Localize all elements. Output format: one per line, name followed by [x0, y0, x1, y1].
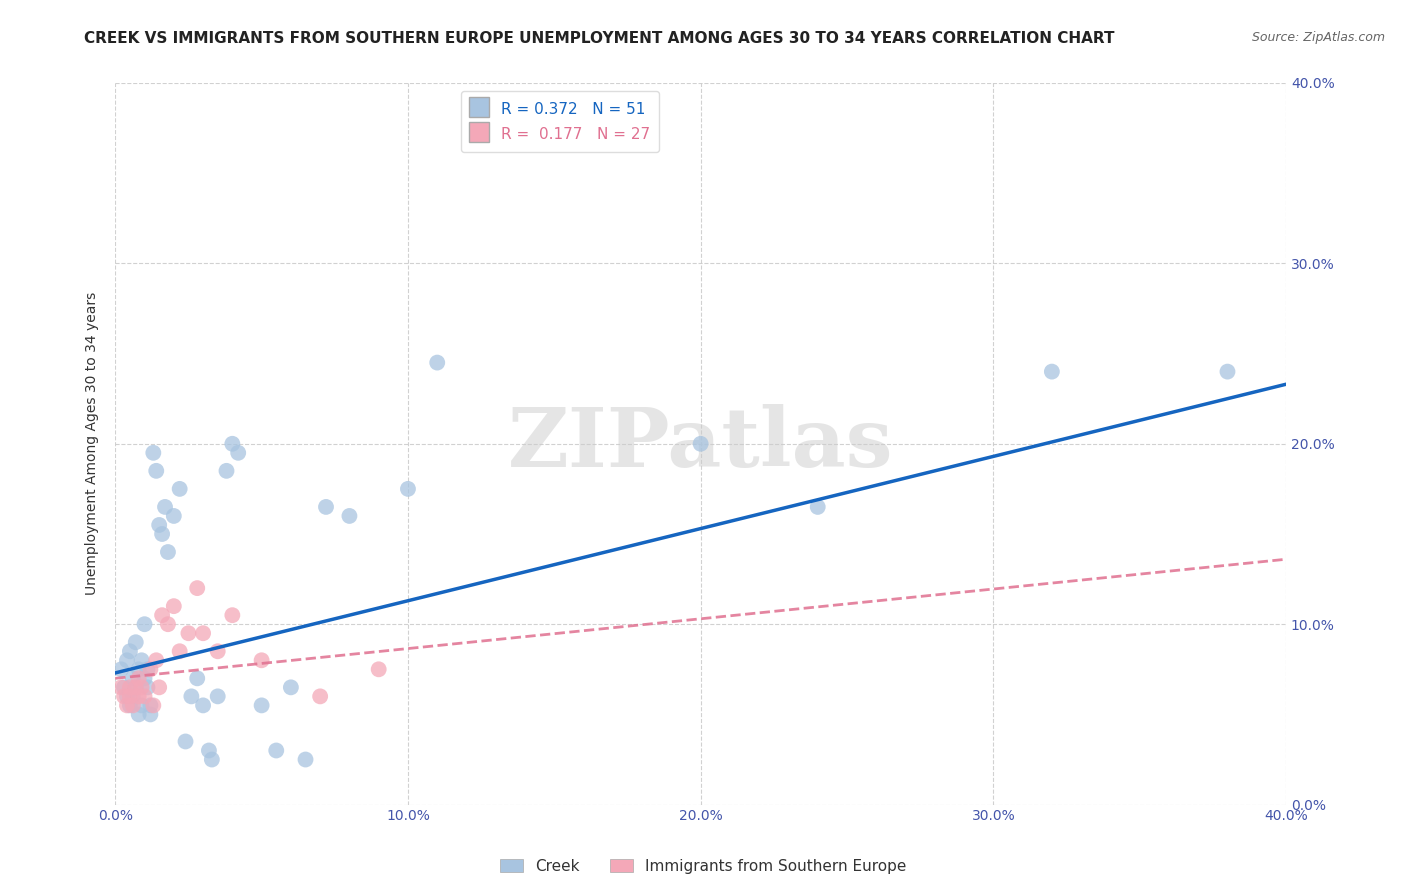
Point — [207, 644, 229, 658]
Point — [339, 508, 361, 523]
Point — [169, 644, 191, 658]
Point — [186, 671, 208, 685]
Point — [121, 671, 143, 685]
Text: CREEK VS IMMIGRANTS FROM SOUTHERN EUROPE UNEMPLOYMENT AMONG AGES 30 TO 34 YEARS : CREEK VS IMMIGRANTS FROM SOUTHERN EUROPE… — [84, 31, 1115, 46]
Point — [689, 437, 711, 451]
Point — [142, 698, 165, 713]
Point — [250, 698, 273, 713]
Point — [118, 690, 141, 704]
Point — [148, 681, 170, 695]
Text: Source: ZipAtlas.com: Source: ZipAtlas.com — [1251, 31, 1385, 45]
Point — [153, 500, 176, 514]
Point — [191, 698, 214, 713]
Y-axis label: Unemployment Among Ages 30 to 34 years: Unemployment Among Ages 30 to 34 years — [86, 293, 100, 595]
Point — [136, 662, 159, 676]
Point — [226, 446, 249, 460]
Point — [201, 752, 224, 766]
Point — [169, 482, 191, 496]
Point — [807, 500, 830, 514]
Point — [191, 626, 214, 640]
Point — [131, 698, 153, 713]
Point — [115, 698, 138, 713]
Point — [426, 355, 449, 369]
Point — [134, 617, 156, 632]
Point — [134, 671, 156, 685]
Point — [142, 446, 165, 460]
Point — [128, 707, 150, 722]
Point — [207, 690, 229, 704]
Point — [118, 698, 141, 713]
Point — [215, 464, 238, 478]
Point — [280, 681, 302, 695]
Point — [315, 500, 337, 514]
Point — [118, 681, 141, 695]
Point — [543, 121, 565, 136]
Point — [264, 743, 287, 757]
Point — [112, 681, 135, 695]
Point — [1040, 365, 1063, 379]
Point — [221, 608, 243, 623]
Point — [150, 527, 173, 541]
Point — [139, 662, 162, 676]
Text: ZIPatlas: ZIPatlas — [508, 404, 893, 483]
Point — [174, 734, 197, 748]
Point — [125, 635, 148, 649]
Point — [250, 653, 273, 667]
Point — [136, 681, 159, 695]
Point — [139, 707, 162, 722]
Point — [118, 644, 141, 658]
Point — [110, 681, 132, 695]
Point — [221, 437, 243, 451]
Point — [180, 690, 202, 704]
Point — [128, 690, 150, 704]
Point — [115, 653, 138, 667]
Point — [110, 662, 132, 676]
Point — [131, 653, 153, 667]
Point — [112, 690, 135, 704]
Point — [163, 508, 186, 523]
Point — [121, 690, 143, 704]
Point — [198, 743, 221, 757]
Point — [134, 690, 156, 704]
Point — [309, 690, 332, 704]
Legend: Creek, Immigrants from Southern Europe: Creek, Immigrants from Southern Europe — [494, 853, 912, 880]
Point — [115, 690, 138, 704]
Point — [150, 608, 173, 623]
Point — [294, 752, 316, 766]
Point — [177, 626, 200, 640]
Point — [148, 518, 170, 533]
Point — [125, 681, 148, 695]
Point — [156, 545, 179, 559]
Point — [1216, 365, 1239, 379]
Point — [125, 681, 148, 695]
Point — [186, 581, 208, 595]
Point — [121, 698, 143, 713]
Point — [396, 482, 419, 496]
Point — [145, 464, 167, 478]
Point — [156, 617, 179, 632]
Point — [367, 662, 389, 676]
Point — [163, 599, 186, 614]
Point — [131, 681, 153, 695]
Point — [128, 671, 150, 685]
Point — [128, 662, 150, 676]
Legend: R = 0.372   N = 51, R =  0.177   N = 27: R = 0.372 N = 51, R = 0.177 N = 27 — [461, 91, 659, 152]
Point — [145, 653, 167, 667]
Point — [139, 698, 162, 713]
